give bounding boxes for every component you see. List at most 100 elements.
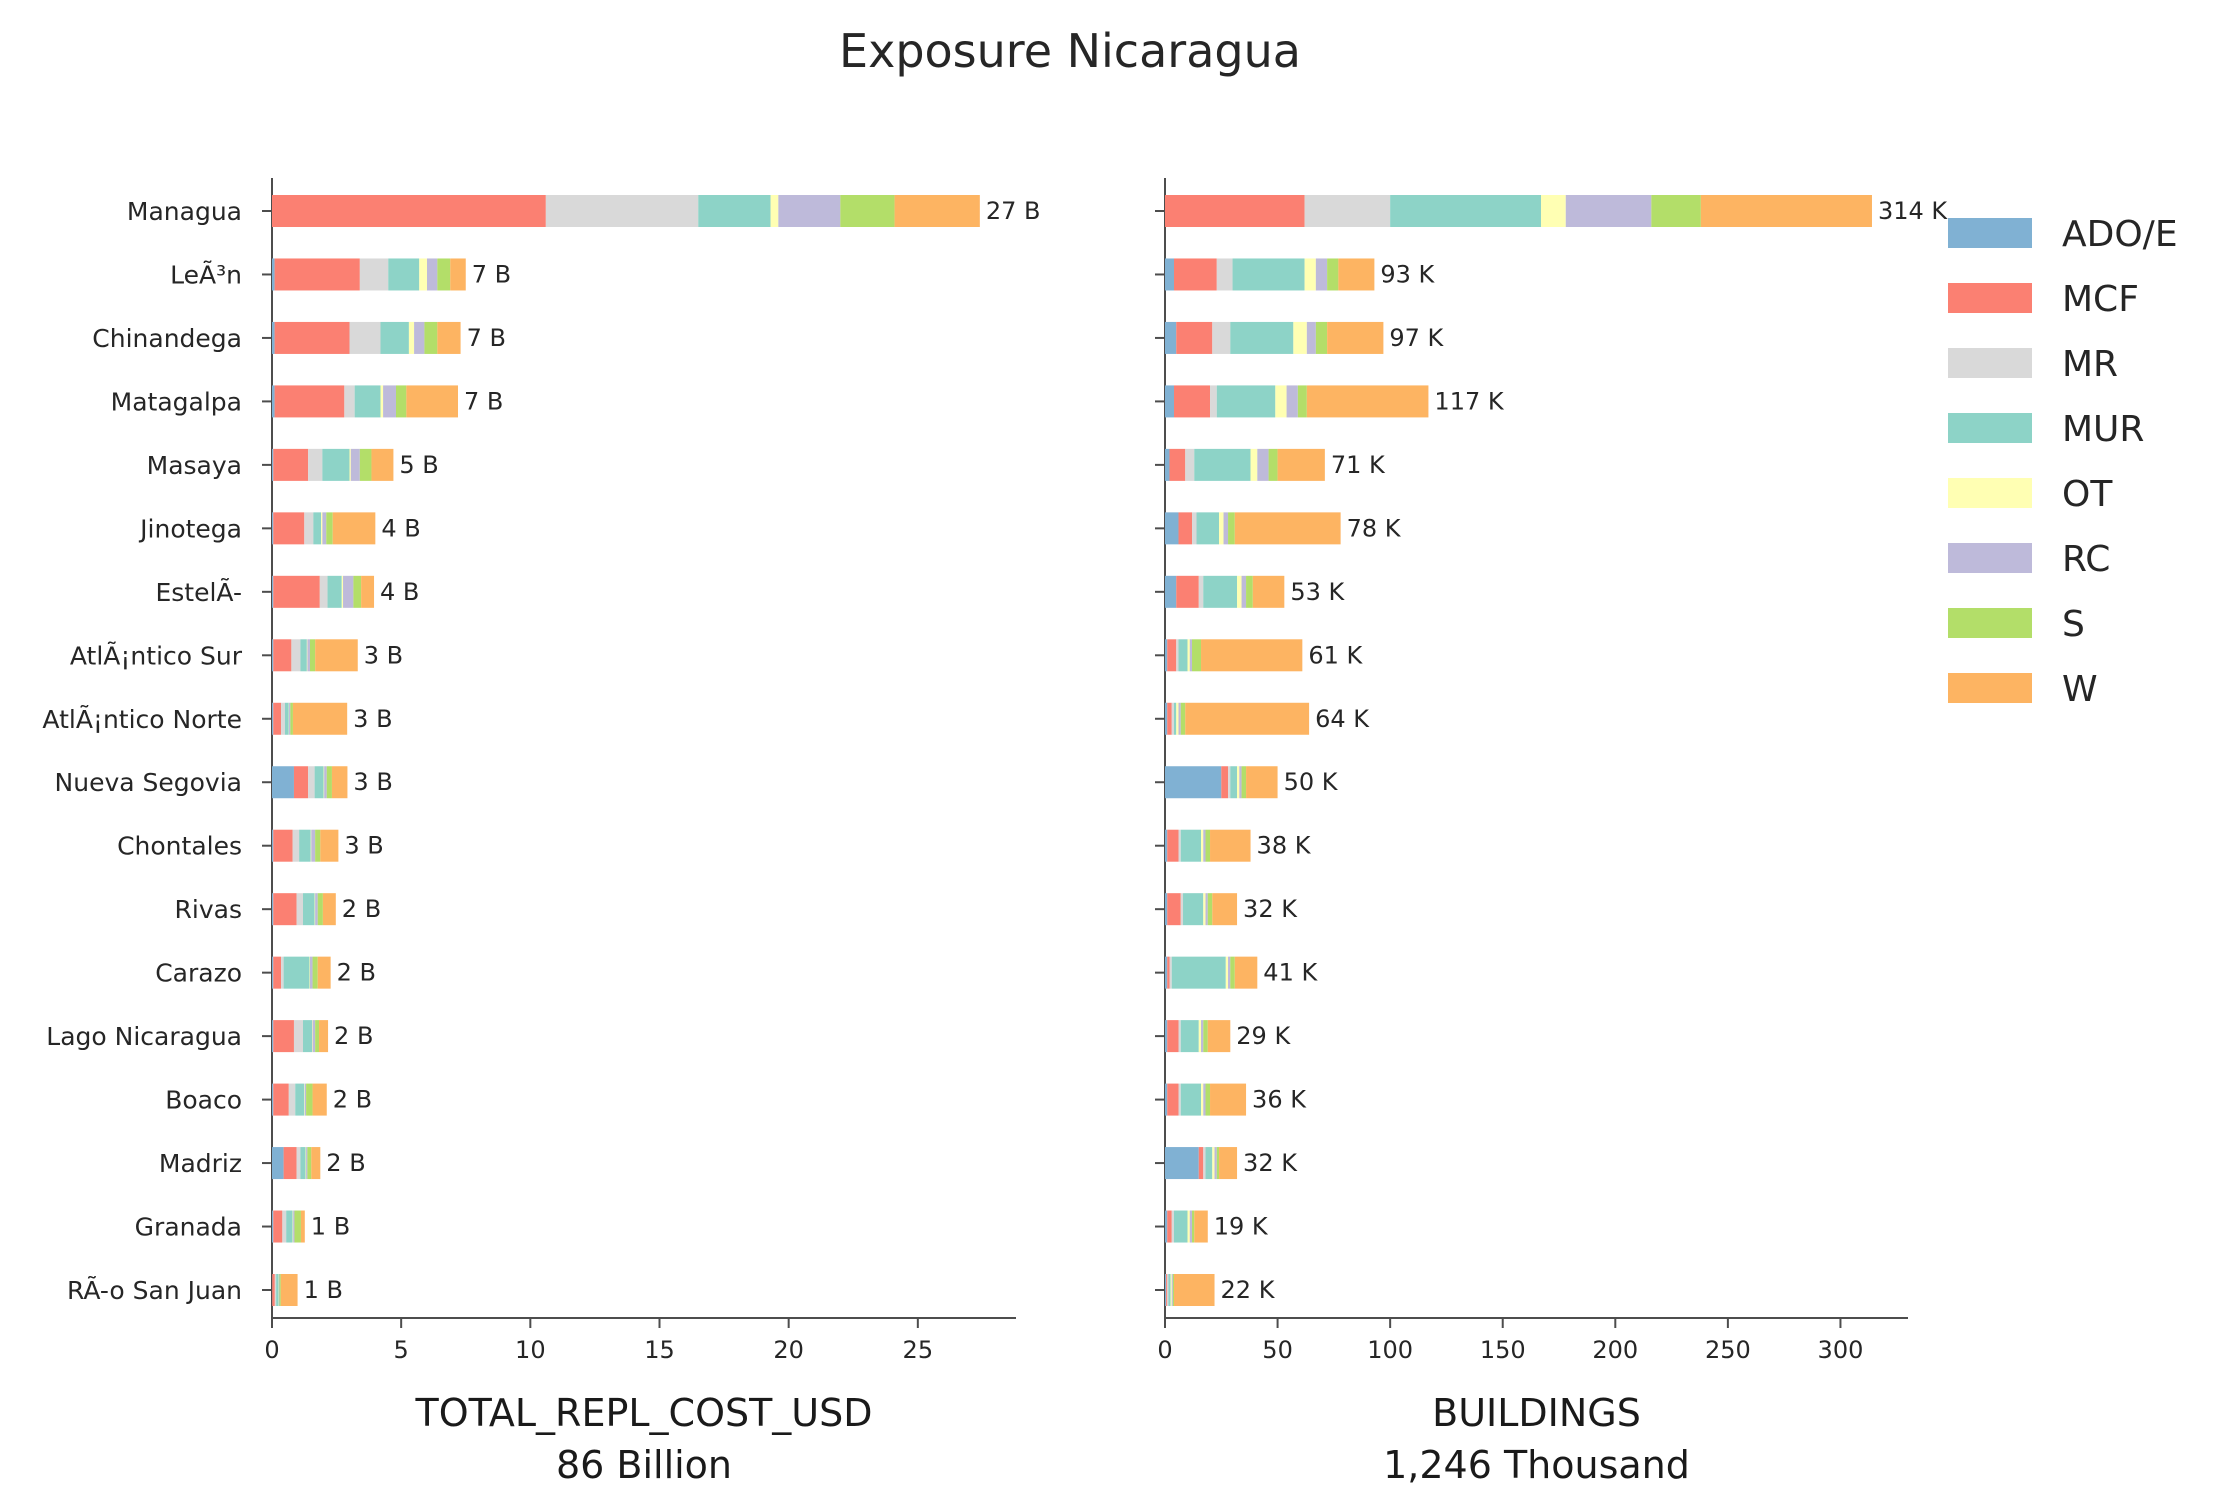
total-label: 2 B bbox=[342, 895, 381, 923]
bar-segment-w bbox=[1201, 639, 1302, 671]
category-label: Managua bbox=[127, 197, 242, 226]
bar-segment-mr bbox=[1167, 1274, 1168, 1306]
bar-segment-mr bbox=[1228, 766, 1230, 798]
bar-segment-ado-e bbox=[1165, 766, 1221, 798]
bar-segment-mr bbox=[289, 1084, 295, 1116]
bar-segment-rc bbox=[1203, 1084, 1205, 1116]
x-axis-subtitle: 1,246 Thousand bbox=[1383, 1443, 1690, 1487]
bar-segment-ot bbox=[1541, 195, 1566, 227]
bar-segment-mur bbox=[355, 385, 381, 417]
bar-segment-mcf bbox=[1167, 639, 1176, 671]
bar-segment-w bbox=[1210, 830, 1251, 862]
bar-segment-mcf bbox=[273, 893, 296, 925]
bar-segment-s bbox=[315, 1020, 319, 1052]
bar-segment-w bbox=[895, 195, 980, 227]
category-label: Carazo bbox=[155, 959, 242, 988]
bar-segment-rc bbox=[313, 1020, 316, 1052]
bar-segment-mr bbox=[294, 1020, 303, 1052]
bar-segment-rc bbox=[1307, 322, 1316, 354]
bar-segment-w bbox=[1185, 703, 1309, 735]
bar-segment-ot bbox=[1203, 893, 1205, 925]
bar-segment-ado-e bbox=[1165, 1084, 1167, 1116]
bar-segment-mcf bbox=[272, 1274, 275, 1306]
category-label: EstelÃ- bbox=[155, 577, 242, 607]
bar-segment-w bbox=[437, 322, 460, 354]
bar-segment-s bbox=[353, 576, 361, 608]
bar-segment-mcf bbox=[273, 512, 304, 544]
legend-label: RC bbox=[2062, 539, 2110, 580]
bar-segment-mr bbox=[1305, 195, 1391, 227]
x-tick-label: 15 bbox=[644, 1336, 675, 1364]
bar-segment-w bbox=[1219, 1147, 1237, 1179]
total-label: 97 K bbox=[1389, 324, 1444, 352]
bar-segment-ado-e bbox=[272, 449, 273, 481]
bar-segment-ado-e bbox=[1165, 385, 1174, 417]
bar-segment-mr bbox=[1203, 1147, 1205, 1179]
bar-segment-mcf bbox=[275, 258, 360, 290]
bar-segment-ado-e bbox=[272, 639, 273, 671]
bar-segment-rc bbox=[383, 385, 396, 417]
bar-segment-w bbox=[301, 1211, 305, 1243]
bar-segment-ado-e bbox=[1165, 1020, 1167, 1052]
bar-segment-mur bbox=[300, 1147, 305, 1179]
bar-segment-s bbox=[313, 957, 318, 989]
bar-segment-mur bbox=[284, 957, 310, 989]
total-label: 53 K bbox=[1290, 578, 1345, 606]
bar-segment-mr bbox=[297, 893, 303, 925]
bar-segment-ot bbox=[1176, 703, 1178, 735]
total-label: 2 B bbox=[333, 1086, 372, 1114]
bar-segment-w bbox=[293, 703, 347, 735]
bar-segment-w bbox=[371, 449, 393, 481]
bar-segment-ot bbox=[1226, 957, 1228, 989]
bar-segment-ado-e bbox=[1165, 1211, 1167, 1243]
bar-segment-ado-e bbox=[272, 957, 273, 989]
x-axis-title: TOTAL_REPL_COST_USD bbox=[414, 1391, 872, 1435]
bar-segment-rc bbox=[307, 639, 310, 671]
bar-segment-ado-e bbox=[272, 766, 294, 798]
bar-segment-s bbox=[1203, 1020, 1208, 1052]
bar-segment-mur bbox=[1183, 893, 1203, 925]
bar-segment-ado-e bbox=[272, 830, 273, 862]
bar-segment-rc bbox=[1287, 385, 1298, 417]
bar-segment-rc bbox=[414, 322, 424, 354]
bar-segment-mur bbox=[299, 830, 311, 862]
bar-segment-ot bbox=[1171, 1274, 1172, 1306]
bar-segment-rc bbox=[1257, 449, 1268, 481]
bar-segment-ot bbox=[1293, 322, 1307, 354]
bar-segment-mr bbox=[297, 1147, 301, 1179]
bar-segment-mur bbox=[303, 893, 315, 925]
bar-segment-mr bbox=[308, 766, 314, 798]
bar-segment-s bbox=[1228, 512, 1235, 544]
bar-segment-w bbox=[333, 512, 376, 544]
bar-segment-w bbox=[315, 639, 358, 671]
bar-segment-ado-e bbox=[272, 1084, 273, 1116]
bar-segment-s bbox=[1181, 703, 1186, 735]
bar-segment-rc bbox=[1201, 1020, 1203, 1052]
total-label: 314 K bbox=[1878, 197, 1948, 225]
total-label: 2 B bbox=[337, 959, 376, 987]
panel-buildings: 0 50 100 150 200 250 300 BUILDINGS 1,246 Thousan… bbox=[1155, 178, 1948, 1487]
total-label: 27 B bbox=[986, 197, 1041, 225]
category-label: Chinandega bbox=[92, 324, 242, 353]
bar-segment-mur bbox=[322, 449, 349, 481]
category-label: AtlÃ¡ntico Sur bbox=[70, 640, 243, 670]
bar-segment-ado-e bbox=[272, 576, 273, 608]
bar-segment-ot bbox=[1219, 512, 1224, 544]
bar-segment-s bbox=[1246, 576, 1253, 608]
total-label: 41 K bbox=[1263, 959, 1318, 987]
bar-segment-ado-e bbox=[1165, 449, 1170, 481]
bar-segment-ado-e bbox=[1165, 258, 1174, 290]
bar-segment-mcf bbox=[1167, 703, 1172, 735]
x-tick-label: 50 bbox=[1262, 1336, 1293, 1364]
bar-segment-mcf bbox=[1167, 1084, 1178, 1116]
bar-segment-ot bbox=[1188, 1211, 1190, 1243]
bar-segment-mur bbox=[300, 639, 306, 671]
bar-segment-ot bbox=[1212, 1147, 1214, 1179]
total-label: 19 K bbox=[1214, 1213, 1269, 1241]
bar-segment-w bbox=[1253, 576, 1285, 608]
bar-segment-mur bbox=[1230, 322, 1293, 354]
bar-segment-ot bbox=[381, 385, 384, 417]
bar-segment-mcf bbox=[275, 322, 350, 354]
bar-segment-s bbox=[318, 893, 323, 925]
category-label: RÃ-o San Juan bbox=[67, 1275, 242, 1305]
